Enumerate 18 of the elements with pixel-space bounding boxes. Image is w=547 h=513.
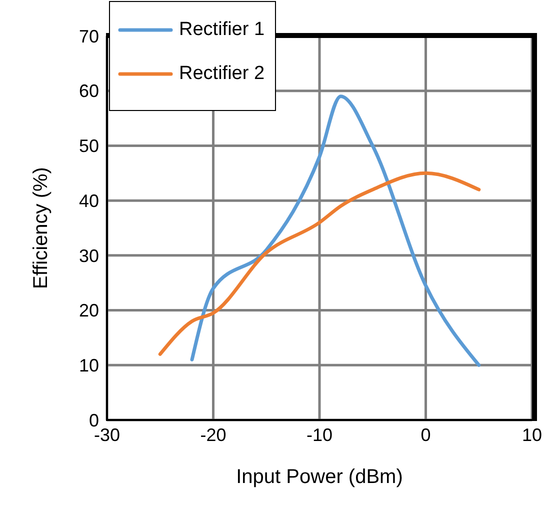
legend-label: Rectifier 1	[179, 19, 265, 41]
x-axis-title: Input Power (dBm)	[236, 466, 403, 488]
y-tick-label: 10	[78, 356, 99, 376]
x-tick-label: -10	[306, 424, 333, 445]
y-tick-label: 0	[88, 410, 99, 430]
legend-label: Rectifier 2	[179, 63, 265, 85]
y-tick-label: 50	[78, 136, 99, 156]
y-axis-title: Efficiency (%)	[30, 167, 52, 289]
y-tick-label: 40	[78, 190, 99, 211]
x-tick-label: 10	[522, 424, 542, 445]
line-series	[190, 94, 481, 367]
y-tick-label: 60	[78, 81, 99, 102]
x-tick-label: -20	[200, 424, 226, 445]
y-tick-label: 30	[78, 246, 99, 266]
y-tick-label: 20	[78, 300, 99, 321]
x-tick-label: 0	[420, 424, 431, 445]
line-series	[158, 171, 481, 356]
y-tick-label: 70	[78, 26, 99, 46]
